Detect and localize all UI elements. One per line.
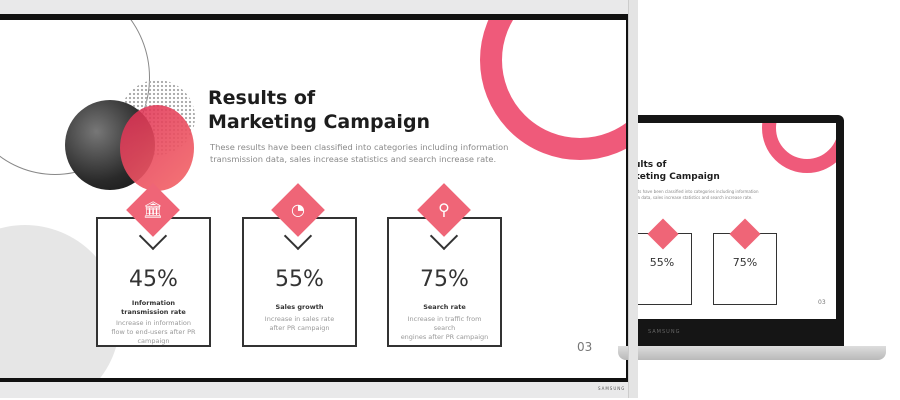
pie-chart-icon: ◔ <box>291 200 305 219</box>
flip-display-edge <box>628 0 638 398</box>
stat-card-sales: 55% Sales growth Increase in sales rate a… <box>242 217 357 347</box>
search-icon: ⚲ <box>438 200 450 219</box>
stat-description: Increase in sales rate after PR campaign <box>264 315 335 332</box>
laptop-samsung-logo: SAMSUNG <box>648 329 681 335</box>
stat-card-search: 75% Search rate Increase in traffic from… <box>387 217 502 347</box>
stat-description: Increase in traffic from search engines a… <box>400 315 489 341</box>
slide-title: Results of Marketing Campaign <box>208 87 431 133</box>
laptop-page-number: 03 <box>818 299 826 306</box>
pink-ring <box>762 123 836 173</box>
pink-ring <box>480 20 626 160</box>
laptop-slide-title: ults of keting Campaign <box>634 160 720 182</box>
stat-value: 45% <box>129 267 178 292</box>
laptop-slide: ults of keting Campaign ults have been cl… <box>632 123 836 319</box>
bank-icon: 🏛 <box>142 200 164 219</box>
stat-label: Information transmission rate <box>121 299 186 316</box>
page-number: 03 <box>577 340 593 354</box>
presentation-slide: Results of Marketing Campaign These resul… <box>0 20 626 378</box>
samsung-logo: SAMSUNG <box>598 386 626 391</box>
stat-label: Search rate <box>423 303 466 311</box>
stat-value: 75% <box>420 267 469 292</box>
stat-value: 55% <box>275 267 324 292</box>
laptop-base <box>618 346 886 360</box>
stat-card-information: 45% Information transmission rate Increas… <box>96 217 211 347</box>
stat-label: Sales growth <box>275 303 324 311</box>
pink-circle <box>120 105 194 191</box>
slide-subtitle: These results have been classified into … <box>210 142 509 164</box>
laptop-slide-subtitle: ults have been classified into categorie… <box>634 189 759 200</box>
stat-description: Increase in information flow to end-users… <box>111 319 196 345</box>
